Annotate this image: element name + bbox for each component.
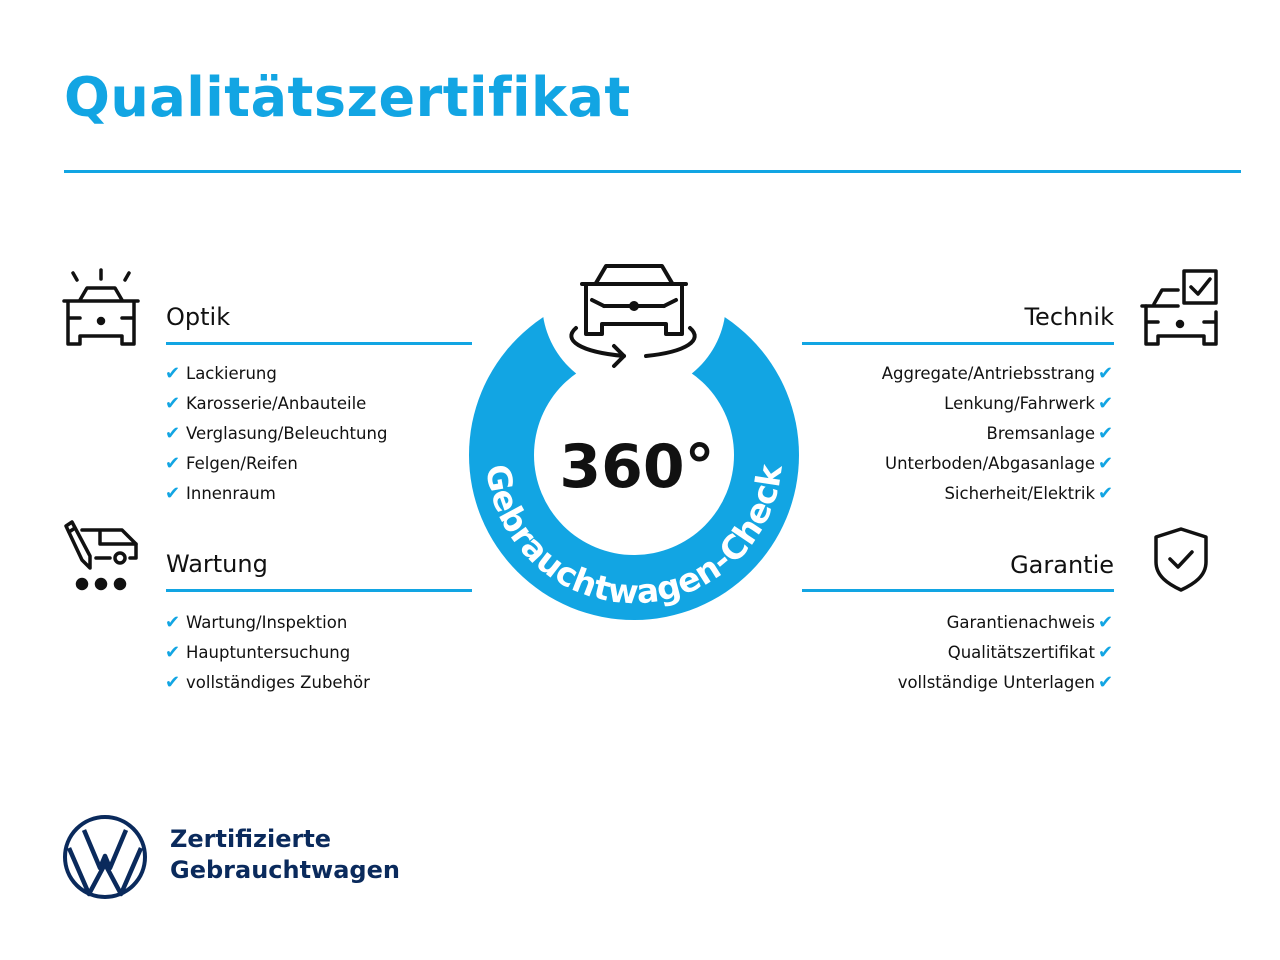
check-icon: ✔	[165, 393, 181, 414]
check-icon: ✔	[165, 453, 181, 474]
section-heading-technik: Technik	[1024, 303, 1114, 331]
section-heading-wartung: Wartung	[166, 550, 268, 578]
list-item: ✔ Karosserie/Anbauteile	[165, 389, 387, 419]
list-item: vollständige Unterlagen ✔	[760, 668, 1118, 698]
car-checkbox-icon	[1140, 269, 1218, 346]
check-icon: ✔	[1098, 483, 1114, 504]
section-heading-optik: Optik	[166, 303, 231, 331]
list-item: Aggregate/Antriebsstrang ✔	[760, 359, 1118, 389]
optik-divider	[166, 342, 472, 345]
list-item: ✔ vollständiges Zubehör	[165, 668, 370, 698]
optik-list: ✔ Lackierung ✔ Karosserie/Anbauteile ✔ Verg…	[165, 359, 387, 509]
list-item: ✔ Wartung/Inspektion	[165, 608, 370, 638]
technik-list: Aggregate/Antriebsstrang ✔ Lenkung/Fahrwe…	[760, 359, 1118, 509]
garantie-divider	[802, 589, 1114, 592]
car-rotate-icon	[569, 264, 697, 368]
service-van-icon	[64, 520, 138, 591]
brand-line-2: Gebrauchtwagen	[170, 856, 400, 884]
check-icon: ✔	[165, 612, 181, 633]
wartung-divider	[166, 589, 472, 592]
list-item: Unterboden/Abgasanlage ✔	[760, 449, 1118, 479]
check-icon: ✔	[165, 423, 181, 444]
check-icon: ✔	[165, 483, 181, 504]
degrees-label: 360°	[559, 432, 714, 502]
garantie-list: Garantienachweis ✔ Qualitätszertifikat ✔ v…	[760, 608, 1118, 698]
check-icon: ✔	[165, 642, 181, 663]
check-360-badge: Gebrauchtwagen-Check 360°	[469, 250, 799, 620]
list-item: ✔ Verglasung/Beleuchtung	[165, 419, 387, 449]
page-title: Qualitätszertifikat	[64, 66, 631, 129]
title-divider	[64, 170, 1241, 173]
check-icon: ✔	[1098, 642, 1114, 663]
list-item: ✔ Innenraum	[165, 479, 387, 509]
section-heading-garantie: Garantie	[1010, 551, 1114, 579]
list-item: ✔ Hauptuntersuchung	[165, 638, 370, 668]
list-item: Garantienachweis ✔	[760, 608, 1118, 638]
list-item: ✔ Lackierung	[165, 359, 387, 389]
check-icon: ✔	[1098, 453, 1114, 474]
check-icon: ✔	[165, 363, 181, 384]
check-icon: ✔	[1098, 423, 1114, 444]
technik-divider	[802, 342, 1114, 345]
list-item: Bremsanlage ✔	[760, 419, 1118, 449]
wartung-list: ✔ Wartung/Inspektion ✔ Hauptuntersuchung ✔…	[165, 608, 370, 698]
car-lights-icon	[62, 268, 140, 346]
check-icon: ✔	[1098, 672, 1114, 693]
list-item: ✔ Felgen/Reifen	[165, 449, 387, 479]
brand-line-1: Zertifizierte	[170, 825, 332, 853]
brand-text: Zertifizierte Gebrauchtwagen	[170, 824, 400, 886]
list-item: Qualitätszertifikat ✔	[760, 638, 1118, 668]
shield-check-icon	[1154, 527, 1208, 592]
check-icon: ✔	[165, 672, 181, 693]
list-item: Sicherheit/Elektrik ✔	[760, 479, 1118, 509]
list-item: Lenkung/Fahrwerk ✔	[760, 389, 1118, 419]
check-icon: ✔	[1098, 393, 1114, 414]
check-icon: ✔	[1098, 612, 1114, 633]
vw-logo	[63, 815, 147, 899]
check-icon: ✔	[1098, 363, 1114, 384]
